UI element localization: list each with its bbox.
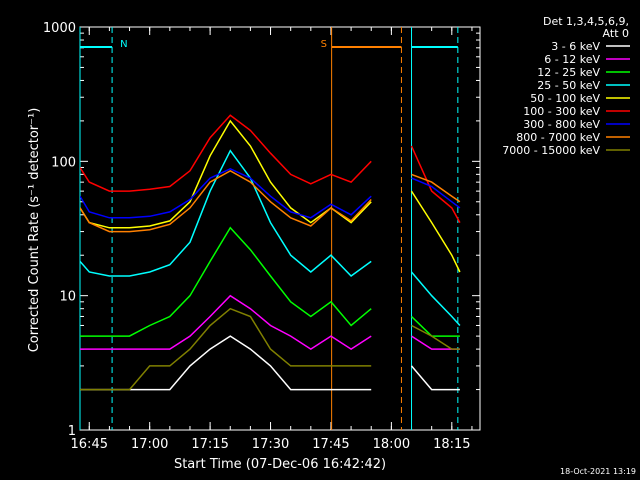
plot-frame xyxy=(79,26,481,431)
series-line xyxy=(410,365,460,391)
series-line xyxy=(80,226,372,337)
series-100-300-kev xyxy=(80,114,461,223)
render-timestamp: 18-Oct-2021 13:19 xyxy=(560,467,636,476)
y-tick-label: 1 xyxy=(68,424,76,439)
series-line xyxy=(410,190,461,273)
series-300-800-kev xyxy=(80,167,461,219)
plot-area: 1 10 100 1000 16:45 17:00 17:15 17:30 17:45 18:00… xyxy=(43,21,481,452)
x-tick-label: 17:00 xyxy=(131,437,168,452)
series-25-50-kev xyxy=(80,149,461,327)
marker-label: S xyxy=(321,39,327,50)
y-tick-label: 10 xyxy=(59,290,76,305)
x-tick-label: 18:00 xyxy=(373,437,410,452)
series-line xyxy=(410,145,461,223)
x-tick-label: 18:15 xyxy=(433,437,470,452)
series-line xyxy=(80,167,372,219)
series-line xyxy=(410,315,460,337)
series-line xyxy=(80,169,372,233)
x-tick-label: 17:30 xyxy=(252,437,289,452)
legend-header: Det 1,3,4,5,6,9, xyxy=(543,15,629,28)
series-line xyxy=(80,335,372,391)
x-tick-label: 16:45 xyxy=(71,437,108,452)
series-6-12-kev xyxy=(80,294,460,350)
series-7000-15000-kev xyxy=(80,307,460,391)
legend-header: Att 0 xyxy=(603,27,629,40)
series-line xyxy=(411,177,461,209)
legend-label: 12 - 25 keV xyxy=(537,66,600,79)
series-line xyxy=(411,324,460,350)
legend-label: 6 - 12 keV xyxy=(544,53,600,66)
series-line xyxy=(80,149,372,277)
series-50-100-kev xyxy=(80,119,461,273)
chart-title: RHESSI Observing Summary Count Rates, Co… xyxy=(84,3,477,21)
y-axis-title: Corrected Count Rate (s⁻¹ detector⁻¹) xyxy=(27,108,42,353)
legend-label: 3 - 6 keV xyxy=(551,40,600,53)
series-line xyxy=(80,307,372,391)
series-line xyxy=(80,114,372,192)
legend-label: 300 - 800 keV xyxy=(523,118,600,131)
series-12-25-kev xyxy=(80,226,460,337)
series-line xyxy=(80,119,372,229)
y-tick-label: 1000 xyxy=(43,21,76,36)
x-tick-label: 17:15 xyxy=(191,437,228,452)
legend-label: 25 - 50 keV xyxy=(537,79,600,92)
series-800-7000-kev xyxy=(80,169,461,233)
y-tick-label: 100 xyxy=(51,155,76,170)
x-tick-label: 17:45 xyxy=(312,437,349,452)
series-line xyxy=(410,271,461,327)
marker-label: N xyxy=(120,39,127,50)
legend-label: 100 - 300 keV xyxy=(523,105,600,118)
series-line xyxy=(80,294,372,350)
legend-label: 7000 - 15000 keV xyxy=(502,144,600,157)
legend-label: 800 - 7000 keV xyxy=(516,131,600,144)
x-axis-title: Start Time (07-Dec-06 16:42:42) xyxy=(174,457,386,472)
legend-label: 50 - 100 keV xyxy=(530,92,600,105)
series-line xyxy=(411,173,461,203)
